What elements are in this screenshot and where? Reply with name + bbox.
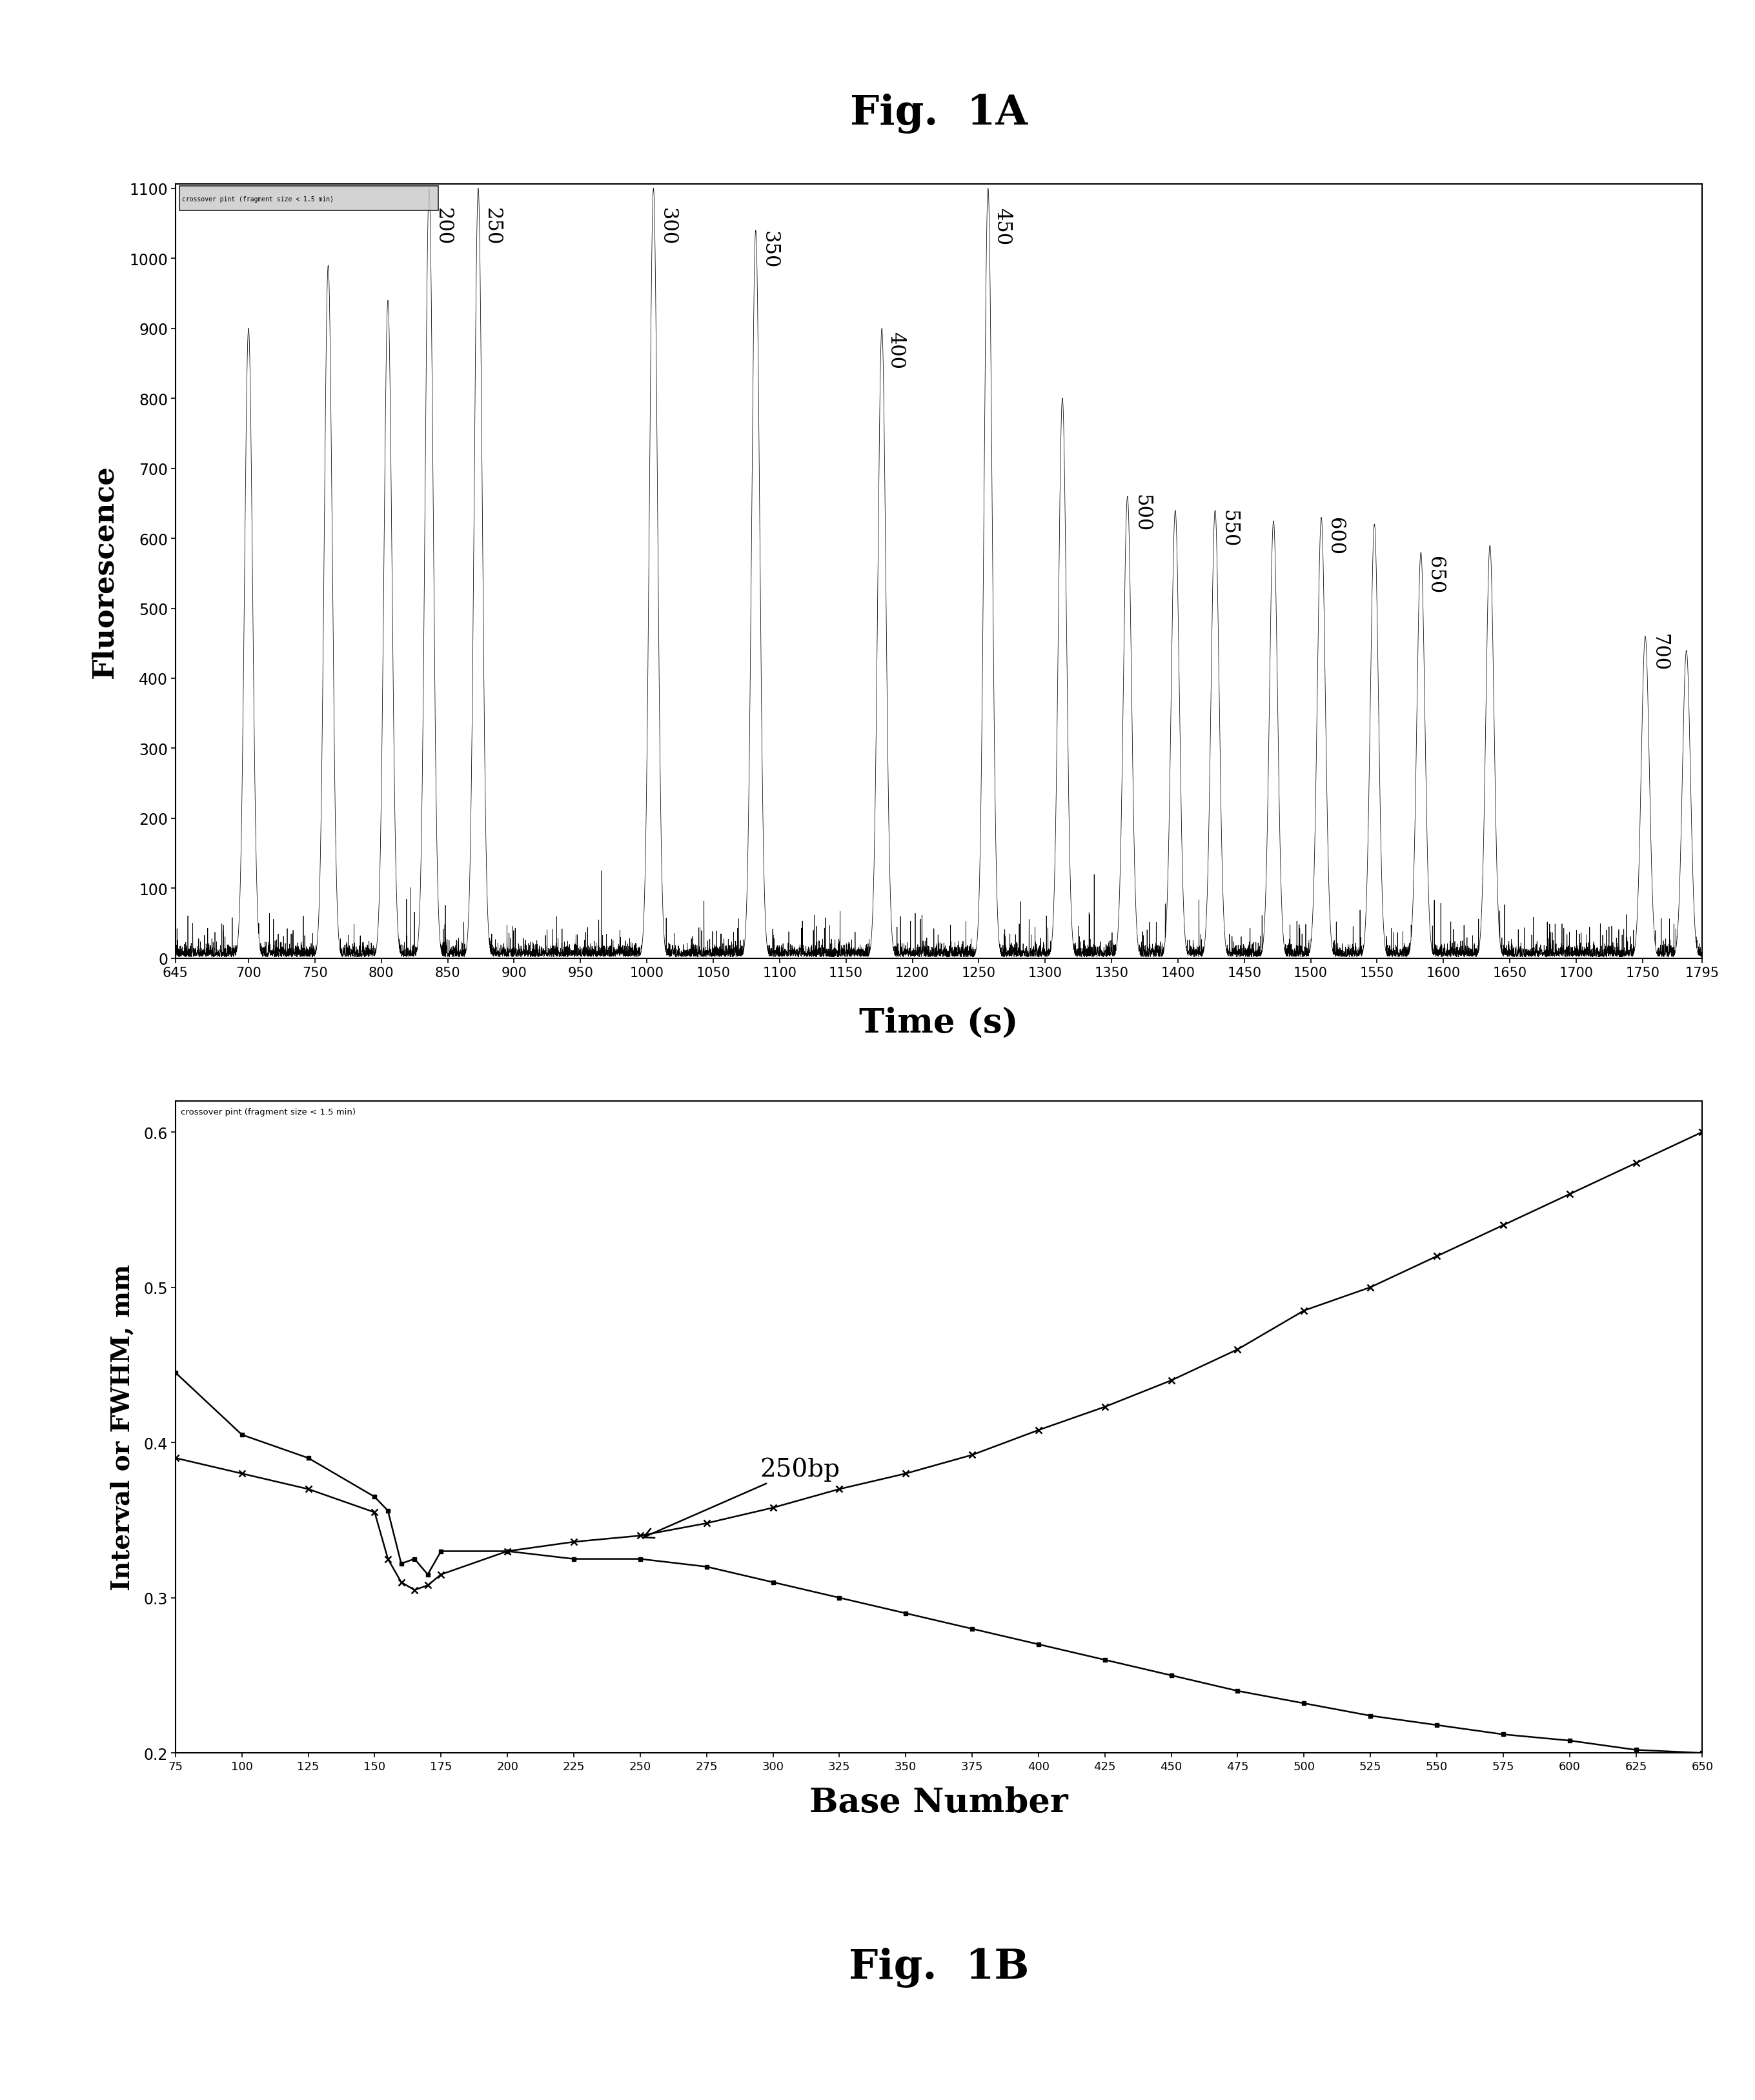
Text: 700: 700 (1650, 634, 1669, 672)
Text: Fig.  1B: Fig. 1B (849, 1947, 1028, 1987)
Text: 350: 350 (760, 231, 779, 269)
Text: 200: 200 (433, 208, 453, 246)
Text: 450: 450 (992, 208, 1013, 246)
Y-axis label: Fluorescence: Fluorescence (91, 464, 119, 678)
Y-axis label: Interval or FWHM, mm: Interval or FWHM, mm (111, 1264, 135, 1590)
Text: Fig.  1A: Fig. 1A (849, 92, 1028, 132)
Text: crossover pint (fragment size < 1.5 min): crossover pint (fragment size < 1.5 min) (181, 1107, 356, 1115)
Text: 600: 600 (1325, 517, 1346, 554)
Text: 250: 250 (483, 208, 502, 246)
Text: 250bp: 250bp (644, 1457, 839, 1537)
Text: 650: 650 (1425, 556, 1444, 594)
Text: Time (s): Time (s) (860, 1006, 1018, 1040)
Text: 400: 400 (886, 332, 906, 370)
Text: 500: 500 (1132, 493, 1151, 531)
Text: 300: 300 (658, 208, 677, 246)
Text: Base Number: Base Number (809, 1785, 1069, 1819)
Text: crossover pint (fragment size < 1.5 min): crossover pint (fragment size < 1.5 min) (183, 195, 333, 202)
Text: 550: 550 (1220, 510, 1239, 548)
Bar (179, 187, 439, 212)
